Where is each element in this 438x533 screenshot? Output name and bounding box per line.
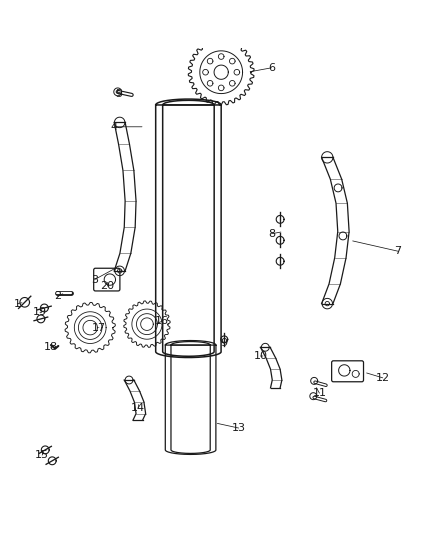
Text: 17: 17 xyxy=(92,322,106,333)
Text: 13: 13 xyxy=(232,423,246,433)
Text: 14: 14 xyxy=(131,403,145,414)
Text: 19: 19 xyxy=(33,308,47,317)
Text: 10: 10 xyxy=(254,351,268,361)
Text: 3: 3 xyxy=(91,274,98,285)
Text: 18: 18 xyxy=(44,342,58,352)
Text: 11: 11 xyxy=(312,388,326,398)
Text: 12: 12 xyxy=(376,373,390,383)
Text: 5: 5 xyxy=(115,89,122,99)
Text: 16: 16 xyxy=(155,316,169,326)
Text: 9: 9 xyxy=(220,338,227,348)
Text: 2: 2 xyxy=(54,291,61,301)
Text: 1: 1 xyxy=(14,298,21,309)
Text: 15: 15 xyxy=(35,450,49,460)
Text: 20: 20 xyxy=(101,281,115,291)
Text: 4: 4 xyxy=(111,122,118,132)
Text: 7: 7 xyxy=(395,246,402,256)
Text: 8: 8 xyxy=(268,229,275,239)
Text: 6: 6 xyxy=(268,63,275,73)
